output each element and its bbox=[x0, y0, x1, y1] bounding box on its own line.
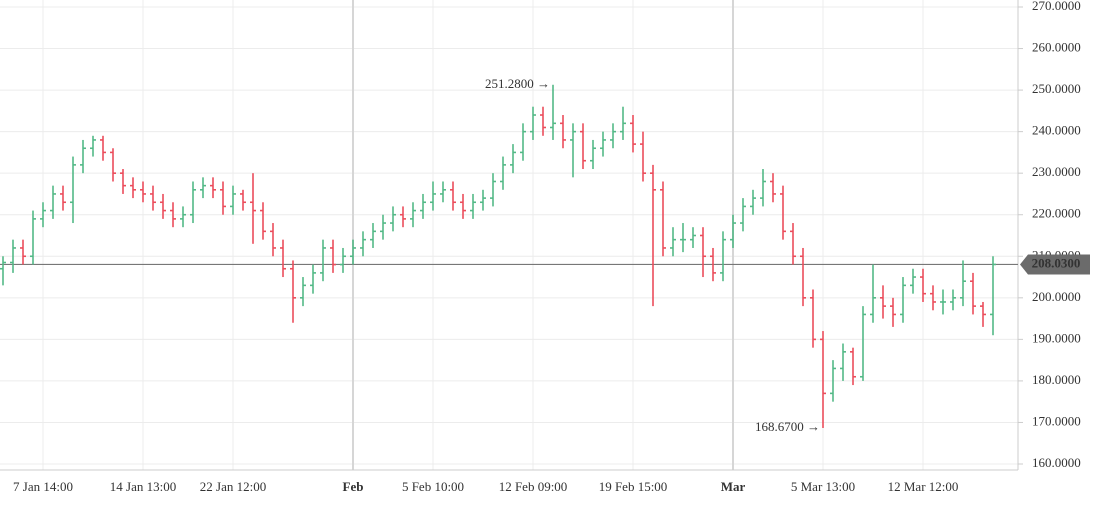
x-tick-label: 5 Mar 13:00 bbox=[791, 479, 855, 494]
y-tick-label: 190.0000 bbox=[1032, 330, 1081, 345]
y-tick-label: 170.0000 bbox=[1032, 413, 1081, 428]
x-tick-label: 19 Feb 15:00 bbox=[599, 479, 668, 494]
y-tick-label: 260.0000 bbox=[1032, 40, 1081, 55]
y-tick-label: 200.0000 bbox=[1032, 289, 1081, 304]
y-tick-label: 230.0000 bbox=[1032, 164, 1081, 179]
x-tick-label: Mar bbox=[721, 479, 746, 494]
y-tick-label: 240.0000 bbox=[1032, 123, 1081, 138]
annotation: 251.2800 → bbox=[485, 76, 550, 91]
y-tick-label: 220.0000 bbox=[1032, 206, 1081, 221]
x-tick-label: 22 Jan 12:00 bbox=[200, 479, 266, 494]
price-tag bbox=[1020, 254, 1090, 275]
y-tick-label: 250.0000 bbox=[1032, 81, 1081, 96]
x-tick-label: 14 Jan 13:00 bbox=[110, 479, 176, 494]
y-tick-label: 180.0000 bbox=[1032, 372, 1081, 387]
y-tick-label: 270.0000 bbox=[1032, 0, 1081, 13]
annotation: 168.6700 → bbox=[755, 419, 820, 434]
x-tick-label: 12 Feb 09:00 bbox=[499, 479, 568, 494]
x-tick-label: Feb bbox=[343, 479, 364, 494]
y-tick-label: 160.0000 bbox=[1032, 455, 1081, 470]
x-tick-label: 12 Mar 12:00 bbox=[888, 479, 959, 494]
price-label: 208.0300 bbox=[1032, 255, 1081, 270]
x-tick-label: 5 Feb 10:00 bbox=[402, 479, 464, 494]
x-tick-label: 7 Jan 14:00 bbox=[13, 479, 73, 494]
